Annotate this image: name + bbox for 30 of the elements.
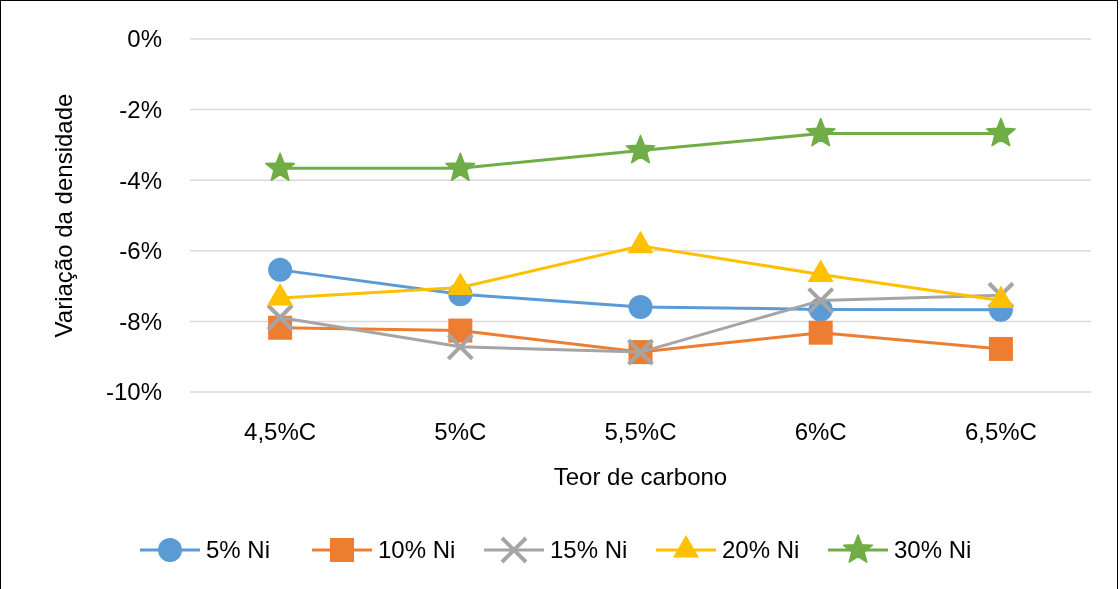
point [446, 332, 475, 361]
point [806, 286, 835, 315]
point [268, 257, 293, 282]
y-tick-label: -10% [105, 378, 162, 406]
y-tick-label: -2% [119, 96, 162, 123]
point [265, 152, 296, 182]
point [985, 117, 1016, 147]
x-tick-label: 6%C [794, 418, 847, 445]
point [445, 152, 476, 182]
x-tick-label: 5%C [434, 418, 487, 445]
point [988, 336, 1013, 361]
point [805, 117, 836, 147]
x-tick-label: 6,5%C [964, 418, 1037, 445]
legend-label: 5% Ni [206, 536, 271, 564]
y-tick-label: -6% [119, 237, 162, 265]
legend-label: 10% Ni [378, 536, 456, 564]
point [808, 320, 833, 345]
legend-label: 15% Ni [550, 536, 628, 564]
x-tick-label: 4,5%C [244, 418, 317, 445]
x-tick-label: 5,5%C [604, 418, 677, 445]
y-axis-title: Variação da densidade [50, 93, 77, 338]
y-tick-label: 0% [127, 25, 162, 53]
legend-label: 20% Ni [722, 536, 800, 564]
point [625, 134, 656, 164]
point [628, 294, 653, 319]
x-axis-title: Teor de carbono [553, 463, 728, 490]
legend-label: 30% Ni [894, 536, 972, 564]
y-tick-label: -8% [119, 307, 162, 335]
point [266, 303, 295, 332]
y-tick-label: -4% [119, 166, 162, 194]
